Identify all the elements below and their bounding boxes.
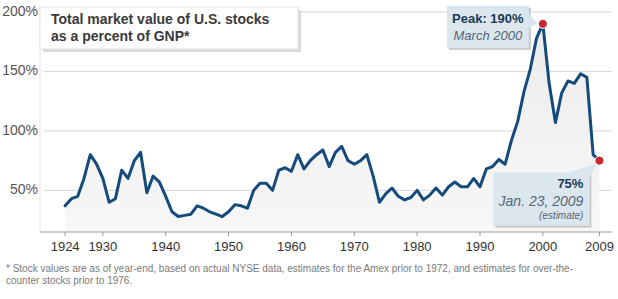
annotation-text: Peak: 190% (452, 11, 524, 26)
footnote: counter stocks prior to 1976. (6, 275, 132, 286)
title: Total market value of U.S. stocks (51, 11, 270, 27)
x-tick-label: 1960 (277, 239, 306, 254)
x-tick (228, 232, 229, 236)
x-tick-label: 1950 (214, 239, 243, 254)
y-tick-label: 50% (10, 181, 38, 197)
plot-data (65, 24, 599, 232)
y-tick-label: 100% (2, 122, 38, 138)
y-tick-label: 200% (2, 3, 38, 19)
chart: 50% 100% 150% 200% 1924 1930 1940 1950 1960 1970 1… (0, 0, 618, 299)
x-tick-label: 1930 (88, 239, 117, 254)
x-tick (417, 232, 418, 236)
x-tick-label: 1924 (51, 239, 80, 254)
x-tick-label: 1970 (340, 239, 369, 254)
callout-box (447, 6, 529, 48)
annotation: Peak: 190% March 2000 (447, 6, 538, 50)
x-tick (102, 232, 103, 236)
footnote: * Stock values are as of year-end, based… (6, 263, 573, 274)
area (65, 24, 599, 232)
x-tick (291, 232, 292, 236)
annotation-point (595, 156, 604, 165)
grid-line (44, 71, 612, 72)
callout-pointer (529, 14, 538, 28)
annotation-text: (estimate) (539, 210, 583, 221)
title-background (40, 7, 298, 49)
x-tick (165, 232, 166, 236)
title-box: Total market value of U.S. stocksas a pe… (40, 7, 301, 52)
annotation-point (538, 19, 547, 28)
x-tick (599, 232, 600, 236)
x-tick-label: 2009 (585, 239, 614, 254)
annotation: 75% Jan. 23, 2009(estimate) (493, 164, 596, 228)
x-tick-label: 1990 (466, 239, 495, 254)
x-tick-label: 1980 (403, 239, 432, 254)
x-tick (480, 232, 481, 236)
annotation-text: March 2000 (454, 28, 523, 43)
y-tick-label: 150% (2, 62, 38, 78)
x-tick-label: 2000 (528, 239, 557, 254)
callout-box (493, 173, 589, 226)
x-tick (354, 232, 355, 236)
x-tick (65, 232, 66, 236)
title: as a percent of GNP* (51, 28, 190, 44)
x-tick (542, 232, 543, 236)
x-axis-line (40, 232, 612, 233)
x-tick-label: 1940 (151, 239, 180, 254)
annotation-text: Jan. 23, 2009 (498, 193, 584, 209)
annotation-text: 75% (557, 176, 583, 191)
